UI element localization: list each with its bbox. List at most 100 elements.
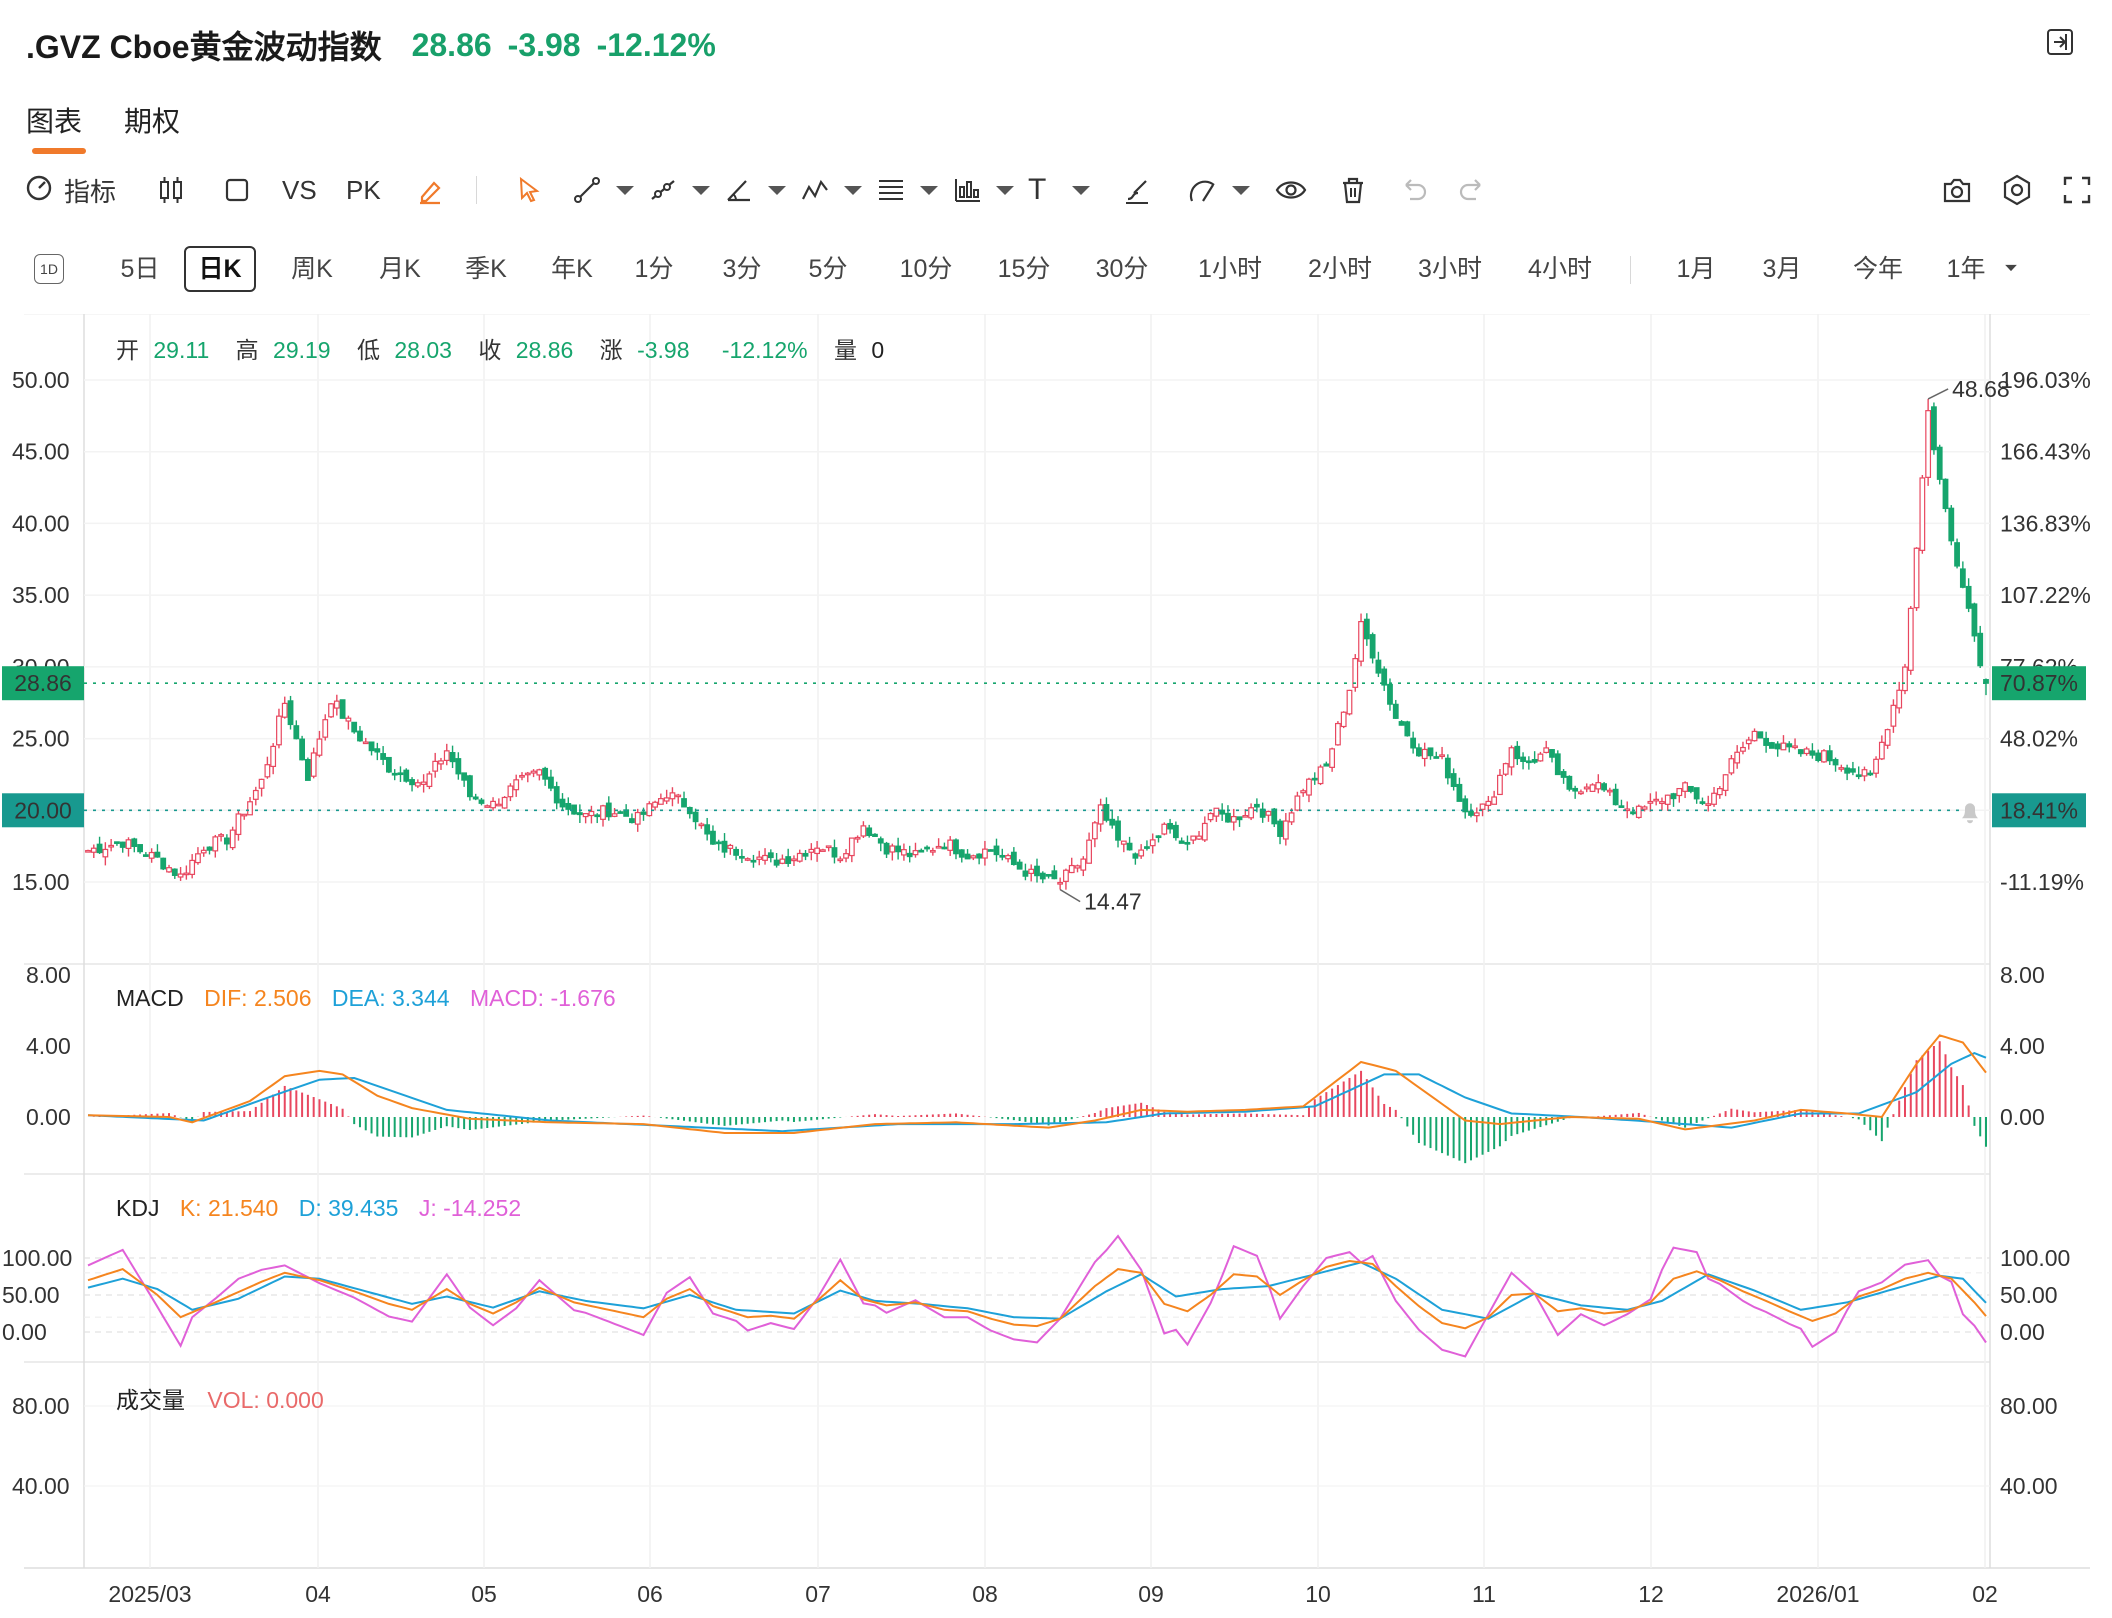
candle-body (299, 738, 306, 761)
candle-body (1340, 711, 1347, 728)
x-tick-label: 05 (471, 1581, 497, 1607)
period-item-active[interactable]: 日K (184, 246, 256, 292)
candle-body (304, 758, 311, 781)
rectangle-icon[interactable] (220, 166, 254, 214)
exit-fullscreen-icon[interactable] (2046, 28, 2074, 56)
indicator-button[interactable]: 指标 (24, 166, 116, 214)
chevron-down-icon[interactable] (760, 166, 794, 214)
x-tick-label: 02 (1972, 1581, 1998, 1607)
period-item[interactable]: 月K (379, 255, 421, 283)
candle-body (1149, 839, 1156, 847)
chevron-down-icon[interactable] (1996, 246, 2026, 292)
candle-body (1323, 763, 1330, 767)
candle-body (1497, 774, 1503, 796)
period-1d-badge[interactable]: 1D (34, 254, 64, 284)
candle-body (206, 846, 213, 851)
macd-dea: DEA: 3.344 (332, 985, 450, 1011)
period-item[interactable]: 年K (551, 255, 593, 283)
candle-body (929, 849, 936, 853)
chevron-down-icon[interactable] (1224, 166, 1258, 214)
period-item[interactable]: 1分 (634, 255, 674, 283)
price-change-pct: -12.12% (596, 26, 716, 63)
vs-button[interactable]: VS (282, 174, 317, 205)
candle-body (1942, 478, 1949, 510)
chevron-down-icon[interactable] (836, 166, 870, 214)
period-item[interactable]: 30分 (1095, 255, 1149, 283)
eye-icon[interactable] (1274, 166, 1308, 214)
period-item[interactable]: 2小时 (1308, 255, 1372, 283)
measure-icon[interactable] (1186, 166, 1220, 214)
period-item[interactable]: 今年 (1852, 255, 1903, 283)
fibonacci-icon[interactable] (874, 166, 908, 214)
candle-style-icon[interactable] (154, 166, 188, 214)
kdj-y-right-tick: 0.00 (2000, 1319, 2045, 1345)
ref-price-tag-bg (2, 793, 84, 828)
candle-body (1931, 406, 1937, 451)
tab-chart[interactable]: 图表 (26, 100, 87, 154)
undo-icon[interactable] (1396, 166, 1430, 214)
candle-body (449, 752, 456, 763)
period-item[interactable]: 15分 (997, 255, 1051, 283)
period-item[interactable]: 周K (291, 255, 333, 283)
chevron-down-icon[interactable] (988, 166, 1022, 214)
stock-chart[interactable]: 2025/03 04 05 06 07 08 09 10 11 12 2026/01 02 50.00 1… (0, 314, 2112, 1614)
candle-body (1803, 748, 1810, 755)
period-item[interactable]: 3小时 (1418, 255, 1482, 283)
highlighter-icon[interactable] (414, 166, 448, 214)
candle-body (588, 810, 595, 817)
trendline-icon[interactable] (570, 166, 604, 214)
period-item[interactable]: 季K (465, 255, 507, 283)
candle-body (1687, 785, 1694, 792)
chevron-down-icon[interactable] (912, 166, 946, 214)
candle-body (501, 796, 508, 809)
candle-body (1028, 868, 1035, 874)
angle-icon[interactable] (722, 166, 756, 214)
period-item[interactable]: 5分 (808, 255, 848, 283)
cursor-icon[interactable] (512, 166, 546, 214)
candle-body (1867, 772, 1874, 776)
brush-icon[interactable] (1120, 166, 1154, 214)
candle-body (281, 702, 288, 718)
settings-icon[interactable] (2000, 166, 2034, 214)
period-item[interactable]: 5日 (120, 255, 160, 283)
chevron-down-icon[interactable] (608, 166, 642, 214)
pattern-icon[interactable] (798, 166, 832, 214)
ref-pct-tag-bg (1992, 793, 2086, 828)
candle-body (681, 798, 687, 808)
candle-body (1525, 760, 1532, 764)
candle-body (1444, 757, 1451, 779)
x-tick-label: 09 (1138, 1581, 1164, 1607)
y-right-tick-label: 196.03% (2000, 367, 2091, 393)
period-item[interactable]: 4小时 (1528, 255, 1592, 283)
ray-icon[interactable] (646, 166, 680, 214)
text-tool-button[interactable]: T (1028, 173, 1047, 206)
chevron-down-icon[interactable] (1064, 166, 1098, 214)
period-item[interactable]: 1月 (1676, 255, 1716, 283)
trash-icon[interactable] (1336, 166, 1370, 214)
fullscreen-icon[interactable] (2060, 166, 2094, 214)
candle-body (1954, 542, 1960, 567)
dea-line (87, 1052, 1987, 1133)
period-item[interactable]: 3月 (1762, 255, 1802, 283)
camera-icon[interactable] (1940, 166, 1974, 214)
candle-body (1381, 668, 1388, 686)
candle-body (993, 845, 1000, 856)
candle-body (779, 858, 786, 864)
period-item[interactable]: 3分 (722, 255, 762, 283)
candle-body (1971, 603, 1978, 637)
candle-body (1479, 803, 1486, 810)
volume-y-right-tick: 80.00 (2000, 1393, 2058, 1419)
candle-body (438, 760, 444, 765)
candle-body (1630, 811, 1636, 815)
pk-button[interactable]: PK (346, 174, 381, 205)
period-item[interactable]: 1年 (1946, 255, 1986, 283)
candle-body (1103, 804, 1110, 821)
candle-body (1225, 812, 1231, 823)
period-item[interactable]: 1小时 (1198, 255, 1262, 283)
bar-chart-icon[interactable] (950, 166, 984, 214)
period-item[interactable]: 10分 (899, 255, 953, 283)
redo-icon[interactable] (1456, 166, 1490, 214)
tab-options[interactable]: 期权 (124, 106, 181, 137)
candle-body (831, 847, 838, 858)
chevron-down-icon[interactable] (684, 166, 718, 214)
